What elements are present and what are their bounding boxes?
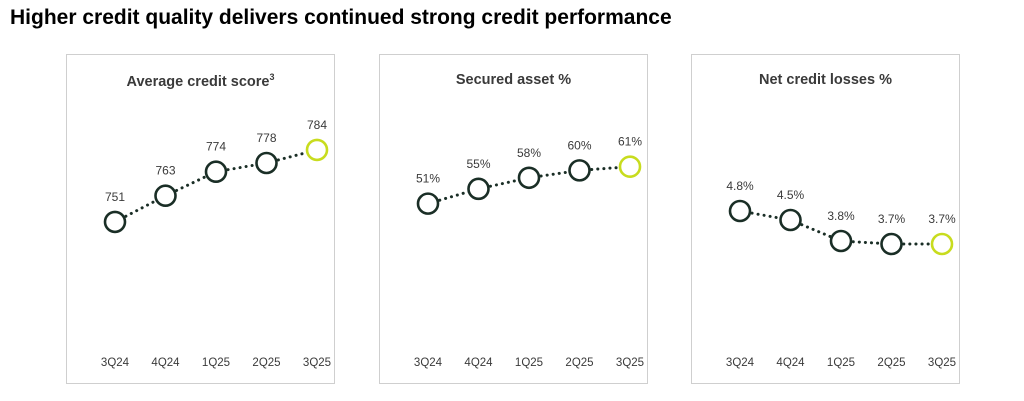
x-tick-label: 3Q25 [303,357,331,369]
line-chart-secured-asset: 51%55%58%60%61%3Q244Q241Q252Q253Q251 [414,135,644,369]
data-point [154,184,177,208]
x-tick-label: 3Q24 [101,357,130,369]
data-label: 4.8% [726,179,754,193]
chart-title: Secured asset % [455,72,572,88]
title-footnote: 3 [269,72,275,82]
data-label: 751 [105,190,125,204]
chart-panel-average-credit-score: Average credit score3 751 763 774 778 784 3Q2… [66,54,335,384]
data-label: 784 [307,118,327,132]
chart-title: Net credit losses % [759,72,892,88]
x-tick-label: 3Q24 [726,357,755,369]
line-chart-net-credit-losses: 4.8% 4.5% 3.8% 3.7% 3.7% 3Q24 4Q24 1Q25 2Q25 3Q25… [726,179,956,369]
data-point [829,229,853,253]
data-label: 58% [517,146,541,160]
x-tick-label: 2Q25 [252,357,280,369]
data-label: 3.8% [827,209,855,223]
chart-title: Average credit score3 [126,72,275,90]
data-point [728,199,752,223]
data-label: 3.7% [928,212,956,226]
data-label: 763 [155,164,175,178]
data-point-latest [618,155,642,178]
x-tick-label: 2Q25 [877,357,905,369]
data-point [416,192,440,215]
data-point-latest [305,138,329,162]
data-point [779,208,802,232]
data-label: 778 [256,131,276,145]
data-point [204,160,228,184]
x-tick-label: 1Q25 [515,357,543,369]
data-label: 774 [206,140,226,154]
data-point [517,166,541,190]
data-point [467,177,490,201]
x-tick-label: 3Q24 [414,357,443,369]
data-point [103,210,127,234]
x-tick-label: 3Q25 [616,357,644,369]
x-tick-label: 2Q25 [565,357,593,369]
data-point [568,159,591,182]
x-tick-label: 1Q25 [827,357,855,369]
data-label: 61% [618,135,642,149]
data-label: 55% [466,157,490,171]
x-tick-label: 1Q25 [202,357,230,369]
data-point [880,232,903,256]
data-point [255,151,278,175]
x-tick-label: 4Q24 [776,357,805,369]
line-chart-average-credit-score: 7517637747787843Q244Q241Q252Q253Q251 [101,118,331,369]
data-label: 3.7% [878,212,906,226]
data-label: 60% [567,138,591,152]
x-tick-label: 3Q25 [928,357,956,369]
chart-panel-secured-asset: Secured asset % 51% 55% 58% 60% 61% 3Q24 4Q24 1… [379,54,648,384]
data-label: 4.5% [777,188,805,202]
x-tick-label: 4Q24 [151,357,180,369]
data-label: 51% [416,172,440,186]
x-tick-label: 4Q24 [464,357,493,369]
chart-panel-net-credit-losses: Net credit losses % 4.8% 4.5% 3.8% 3.7% 3.7%… [691,54,960,384]
page-title: Higher credit quality delivers continued… [10,6,672,29]
data-point-latest [930,232,954,256]
